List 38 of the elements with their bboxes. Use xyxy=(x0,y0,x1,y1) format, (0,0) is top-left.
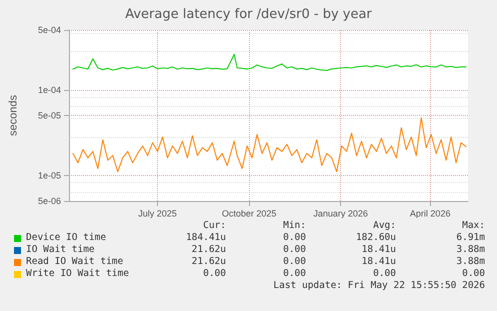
y-tick-label: 5e-05 xyxy=(38,110,61,120)
text: 0.00 xyxy=(462,268,485,279)
y-tick-label: 1e-04 xyxy=(38,84,61,95)
y-tick-label: 5e-04 xyxy=(38,25,61,35)
x-tick-label: April 2026 xyxy=(410,208,450,218)
legend-label: IO Wait time xyxy=(26,244,95,255)
x-tick-label: July 2025 xyxy=(138,208,177,218)
chart-title: Average latency for /dev/sr0 - by year xyxy=(125,7,372,22)
text: Max: xyxy=(462,220,485,231)
x-tick-label: January 2026 xyxy=(313,208,368,218)
text: 3.88m xyxy=(456,256,485,267)
line-series xyxy=(72,54,467,71)
text: 21.62u xyxy=(192,244,226,255)
text: 0.00 xyxy=(283,244,306,255)
line-series xyxy=(72,117,467,172)
text: Cur: xyxy=(203,220,226,231)
text: 182.60u xyxy=(356,232,396,243)
y-tick-label: 1e-05 xyxy=(38,170,61,180)
y-axis-title: seconds xyxy=(8,94,20,136)
text: 21.62u xyxy=(192,256,226,267)
y-tick-label: 5e-06 xyxy=(38,196,61,206)
legend-label: Device IO time xyxy=(26,232,106,243)
text: Min: xyxy=(283,220,306,231)
text: 184.41u xyxy=(186,232,226,243)
text: 0.00 xyxy=(373,268,396,279)
text: 0.00 xyxy=(203,268,226,279)
text: 3.88m xyxy=(456,244,485,255)
text: 0.00 xyxy=(283,232,306,243)
text: Last update: Fri May 22 15:55:50 2026 xyxy=(273,280,485,291)
legend-label: Read IO Wait time xyxy=(26,256,124,267)
x-tick-label: October 2025 xyxy=(222,208,276,218)
text: 6.91m xyxy=(456,232,485,243)
text: 18.41u xyxy=(362,256,396,267)
text: 0.00 xyxy=(283,256,306,267)
text: 0.00 xyxy=(283,268,306,279)
text: 18.41u xyxy=(362,244,396,255)
text: Avg: xyxy=(373,220,396,231)
legend-label: Write IO Wait time xyxy=(26,268,129,279)
